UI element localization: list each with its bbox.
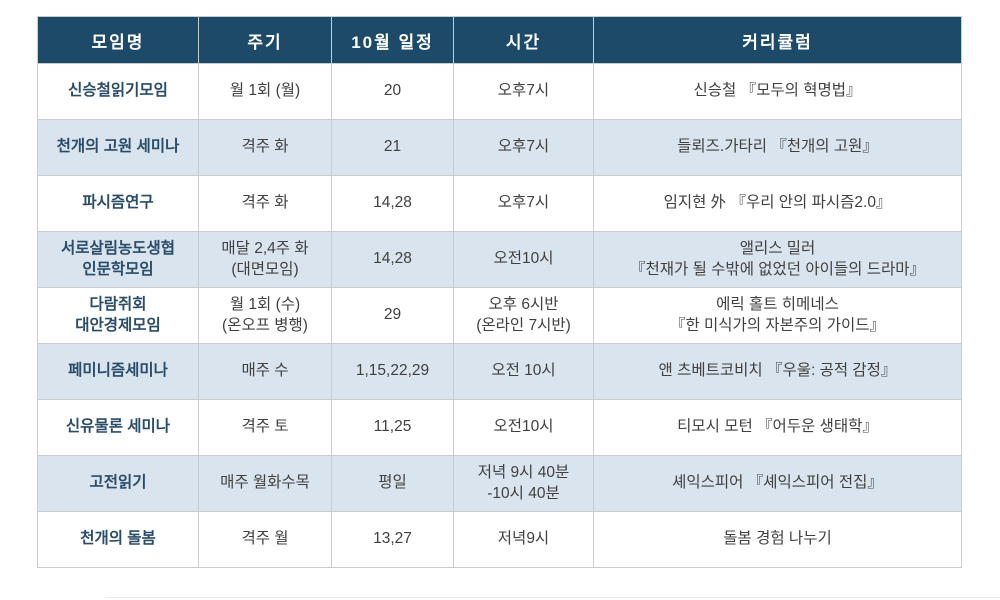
cell-cycle: 매달 2,4주 화 (대면모임): [198, 231, 332, 288]
cell-october-schedule: 21: [331, 119, 454, 176]
cell-october-schedule: 14,28: [331, 231, 454, 288]
table-row: 파시즘연구 격주 화 14,28 오후7시 임지현 外 『우리 안의 파시즘2.0』: [37, 175, 962, 232]
cell-curriculum: 신승철 『모두의 혁명법』: [593, 63, 962, 120]
table-row: 페미니즘세미나 매주 수 1,15,22,29 오전 10시 앤 츠베트코비치 『우울:…: [37, 343, 962, 400]
cell-time: 저녁9시: [453, 511, 594, 568]
cell-october-schedule: 14,28: [331, 175, 454, 232]
table-row: 천개의 고원 세미나 격주 화 21 오후7시 들뢰즈.가타리 『천개의 고원』: [37, 119, 962, 176]
cell-time: 저녁 9시 40분 -10시 40분: [453, 455, 594, 512]
cell-cycle: 매주 월화수목: [198, 455, 332, 512]
table-row: 고전읽기 매주 월화수목 평일 저녁 9시 40분 -10시 40분 셰익스피어 『셰익…: [37, 455, 962, 512]
cell-time: 오전10시: [453, 399, 594, 456]
table-header: 모임명 주기 10월 일정 시간 커리큘럼: [37, 16, 962, 64]
cell-time: 오후7시: [453, 63, 594, 120]
cell-meeting-name: 신유물론 세미나: [37, 399, 199, 456]
table-row: 다람쥐회 대안경제모임 월 1회 (수) (온오프 병행) 29 오후 6시반 (온라…: [37, 287, 962, 344]
header-row: 모임명 주기 10월 일정 시간 커리큘럼: [37, 16, 962, 64]
cell-meeting-name: 서로살림농도생협 인문학모임: [37, 231, 199, 288]
bottom-divider: [105, 597, 1000, 598]
cell-cycle: 격주 화: [198, 175, 332, 232]
cell-cycle: 격주 월: [198, 511, 332, 568]
cell-meeting-name: 신승철읽기모임: [37, 63, 199, 120]
cell-time: 오전 10시: [453, 343, 594, 400]
meeting-schedule-table: 모임명 주기 10월 일정 시간 커리큘럼 신승철읽기모임 월 1회 (월) 20 오후7시 신…: [37, 16, 962, 568]
cell-meeting-name: 다람쥐회 대안경제모임: [37, 287, 199, 344]
cell-cycle: 월 1회 (월): [198, 63, 332, 120]
cell-cycle: 매주 수: [198, 343, 332, 400]
header-october-schedule: 10월 일정: [331, 16, 454, 64]
cell-october-schedule: 20: [331, 63, 454, 120]
table-body: 신승철읽기모임 월 1회 (월) 20 오후7시 신승철 『모두의 혁명법』 천개의 고원…: [37, 63, 962, 568]
cell-meeting-name: 고전읽기: [37, 455, 199, 512]
cell-october-schedule: 1,15,22,29: [331, 343, 454, 400]
cell-october-schedule: 29: [331, 287, 454, 344]
header-time: 시간: [453, 16, 594, 64]
cell-time: 오후 6시반 (온라인 7시반): [453, 287, 594, 344]
cell-curriculum: 셰익스피어 『셰익스피어 전집』: [593, 455, 962, 512]
cell-cycle: 격주 토: [198, 399, 332, 456]
cell-cycle: 월 1회 (수) (온오프 병행): [198, 287, 332, 344]
cell-time: 오전10시: [453, 231, 594, 288]
cell-meeting-name: 파시즘연구: [37, 175, 199, 232]
table-row: 천개의 돌봄 격주 월 13,27 저녁9시 돌봄 경험 나누기: [37, 511, 962, 568]
header-meeting-name: 모임명: [37, 16, 199, 64]
header-curriculum: 커리큘럼: [593, 16, 962, 64]
cell-time: 오후7시: [453, 119, 594, 176]
cell-meeting-name: 천개의 고원 세미나: [37, 119, 199, 176]
cell-curriculum: 앨리스 밀러 『천재가 될 수밖에 없었던 아이들의 드라마』: [593, 231, 962, 288]
table-row: 서로살림농도생협 인문학모임 매달 2,4주 화 (대면모임) 14,28 오전10시…: [37, 231, 962, 288]
cell-time: 오후7시: [453, 175, 594, 232]
header-cycle: 주기: [198, 16, 332, 64]
table-row: 신유물론 세미나 격주 토 11,25 오전10시 티모시 모턴 『어두운 생태학』: [37, 399, 962, 456]
cell-curriculum: 임지현 外 『우리 안의 파시즘2.0』: [593, 175, 962, 232]
cell-curriculum: 돌봄 경험 나누기: [593, 511, 962, 568]
cell-meeting-name: 페미니즘세미나: [37, 343, 199, 400]
cell-curriculum: 들뢰즈.가타리 『천개의 고원』: [593, 119, 962, 176]
table-row: 신승철읽기모임 월 1회 (월) 20 오후7시 신승철 『모두의 혁명법』: [37, 63, 962, 120]
cell-curriculum: 티모시 모턴 『어두운 생태학』: [593, 399, 962, 456]
cell-october-schedule: 11,25: [331, 399, 454, 456]
cell-curriculum: 에릭 홀트 히메네스 『한 미식가의 자본주의 가이드』: [593, 287, 962, 344]
cell-october-schedule: 평일: [331, 455, 454, 512]
cell-curriculum: 앤 츠베트코비치 『우울: 공적 감정』: [593, 343, 962, 400]
cell-october-schedule: 13,27: [331, 511, 454, 568]
cell-meeting-name: 천개의 돌봄: [37, 511, 199, 568]
cell-cycle: 격주 화: [198, 119, 332, 176]
